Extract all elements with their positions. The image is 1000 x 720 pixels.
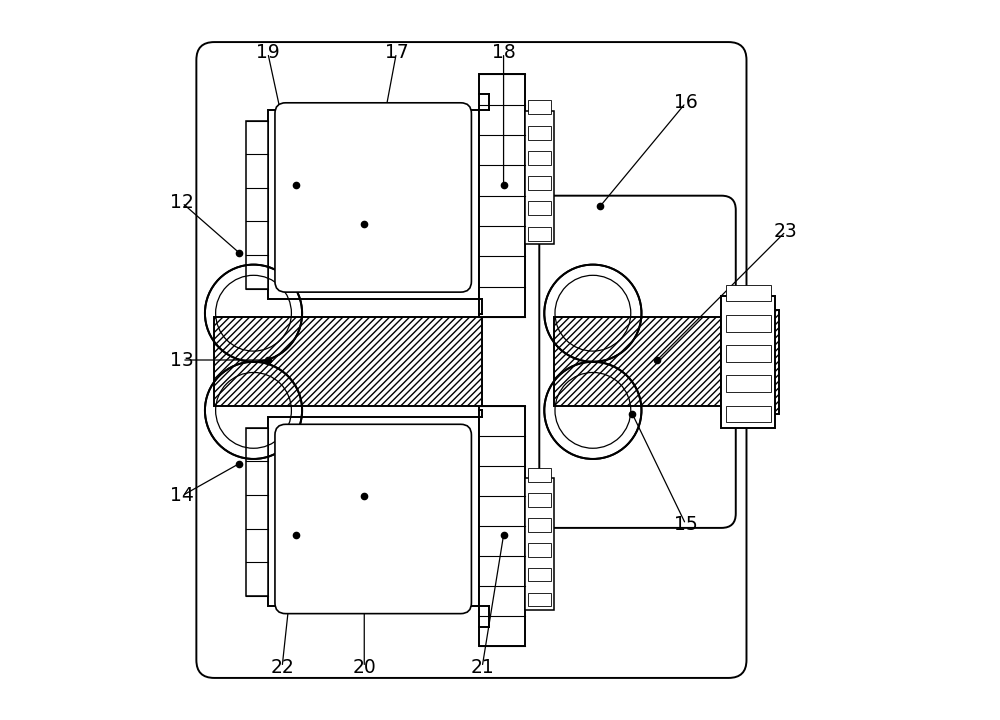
Text: 20: 20	[352, 657, 376, 677]
Text: 21: 21	[470, 657, 494, 677]
Circle shape	[544, 265, 641, 361]
Text: 16: 16	[674, 94, 698, 112]
Text: 15: 15	[674, 515, 698, 534]
Bar	[525, 478, 554, 610]
Bar	[528, 468, 551, 482]
Bar	[479, 74, 525, 317]
Text: 12: 12	[170, 194, 194, 212]
Bar	[528, 493, 551, 507]
Bar	[554, 317, 721, 406]
FancyBboxPatch shape	[196, 42, 746, 678]
Bar	[528, 125, 551, 140]
FancyBboxPatch shape	[539, 196, 736, 528]
Bar	[246, 121, 268, 289]
Text: 22: 22	[270, 657, 294, 677]
Bar	[268, 110, 479, 300]
Bar	[726, 285, 771, 302]
Text: 17: 17	[385, 43, 408, 63]
Bar	[528, 227, 551, 240]
Text: 19: 19	[256, 43, 280, 63]
Bar	[525, 111, 554, 244]
Bar	[528, 151, 551, 165]
Bar	[726, 375, 771, 392]
Bar	[721, 310, 779, 413]
Circle shape	[205, 265, 302, 361]
Bar	[726, 315, 771, 332]
Bar	[246, 428, 268, 595]
Bar	[726, 345, 771, 361]
Bar	[528, 202, 551, 215]
Text: 14: 14	[170, 486, 194, 505]
Bar	[479, 406, 525, 646]
Bar	[726, 405, 771, 422]
Bar	[528, 567, 551, 582]
Text: 23: 23	[774, 222, 798, 241]
Bar	[528, 593, 551, 606]
FancyBboxPatch shape	[275, 424, 471, 613]
Bar	[268, 417, 479, 606]
Bar	[528, 100, 551, 114]
Circle shape	[205, 361, 302, 459]
Bar	[528, 176, 551, 190]
Text: 18: 18	[492, 43, 515, 63]
Bar	[528, 518, 551, 531]
Circle shape	[544, 361, 641, 459]
Bar	[214, 317, 482, 406]
FancyBboxPatch shape	[275, 103, 471, 292]
Bar	[528, 543, 551, 557]
Bar	[721, 296, 775, 428]
Text: 13: 13	[170, 351, 194, 369]
